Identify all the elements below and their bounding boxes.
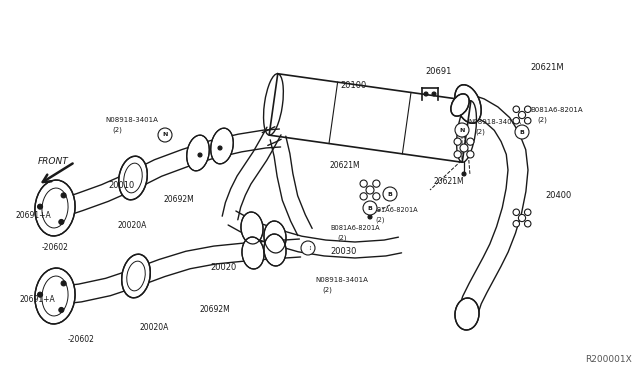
Circle shape xyxy=(454,138,461,145)
Circle shape xyxy=(525,118,531,124)
Circle shape xyxy=(467,151,474,158)
Circle shape xyxy=(368,215,372,219)
Circle shape xyxy=(61,281,66,286)
Text: 20691+A: 20691+A xyxy=(16,211,52,219)
Text: B: B xyxy=(520,129,524,135)
Text: B081A6-8201A: B081A6-8201A xyxy=(330,225,380,231)
Text: (2): (2) xyxy=(112,127,122,133)
Text: (2): (2) xyxy=(375,217,385,223)
Circle shape xyxy=(515,125,529,139)
Circle shape xyxy=(59,219,64,224)
Ellipse shape xyxy=(35,268,75,324)
Circle shape xyxy=(59,307,64,312)
Ellipse shape xyxy=(455,85,481,123)
Circle shape xyxy=(372,180,380,187)
Text: (2): (2) xyxy=(537,117,547,123)
Circle shape xyxy=(383,187,397,201)
Ellipse shape xyxy=(455,298,479,330)
Circle shape xyxy=(218,146,222,150)
Circle shape xyxy=(518,214,525,222)
Circle shape xyxy=(513,209,520,215)
Text: N: N xyxy=(460,128,465,132)
Circle shape xyxy=(360,193,367,200)
Circle shape xyxy=(363,201,377,215)
Ellipse shape xyxy=(242,237,264,269)
Text: 20020A: 20020A xyxy=(140,324,170,333)
Text: N: N xyxy=(163,132,168,138)
Circle shape xyxy=(301,241,315,255)
Circle shape xyxy=(158,128,172,142)
Text: 20621M: 20621M xyxy=(530,64,564,73)
Circle shape xyxy=(454,151,461,158)
Text: 20030: 20030 xyxy=(330,247,356,257)
Text: B081A6-8201A: B081A6-8201A xyxy=(368,207,418,213)
Ellipse shape xyxy=(35,180,75,236)
Text: (2): (2) xyxy=(475,129,485,135)
Circle shape xyxy=(525,209,531,215)
Circle shape xyxy=(432,92,436,96)
Circle shape xyxy=(455,123,469,137)
Text: B: B xyxy=(388,192,392,196)
Text: N08918-3401A: N08918-3401A xyxy=(468,119,521,125)
Text: FRONT: FRONT xyxy=(38,157,68,167)
Text: B: B xyxy=(367,205,372,211)
Text: (2): (2) xyxy=(337,235,346,241)
Ellipse shape xyxy=(451,94,469,116)
Text: 20020A: 20020A xyxy=(118,221,147,230)
Circle shape xyxy=(518,111,525,119)
Circle shape xyxy=(424,92,428,96)
Circle shape xyxy=(460,144,468,152)
Text: -20602: -20602 xyxy=(68,336,95,344)
Text: -20602: -20602 xyxy=(42,244,69,253)
Text: 20621M: 20621M xyxy=(433,177,463,186)
Text: 20691+A: 20691+A xyxy=(20,295,56,305)
Text: N08918-3401A: N08918-3401A xyxy=(315,277,368,283)
Ellipse shape xyxy=(241,212,263,244)
Text: 20010: 20010 xyxy=(108,180,134,189)
Ellipse shape xyxy=(118,156,147,200)
Text: 20692M: 20692M xyxy=(163,196,194,205)
Text: 20100: 20100 xyxy=(340,80,366,90)
Circle shape xyxy=(513,106,520,112)
Text: B081A6-8201A: B081A6-8201A xyxy=(530,107,582,113)
Text: N: N xyxy=(305,246,310,250)
Text: 20691: 20691 xyxy=(425,67,451,77)
Ellipse shape xyxy=(122,254,150,298)
Circle shape xyxy=(513,221,520,227)
Circle shape xyxy=(306,246,310,250)
Text: (2): (2) xyxy=(322,287,332,293)
Text: 20621M: 20621M xyxy=(330,160,360,170)
Circle shape xyxy=(525,106,531,112)
Circle shape xyxy=(366,186,374,194)
Text: R200001X: R200001X xyxy=(585,355,632,364)
Circle shape xyxy=(372,193,380,200)
Circle shape xyxy=(513,118,520,124)
Circle shape xyxy=(360,180,367,187)
Circle shape xyxy=(525,221,531,227)
Circle shape xyxy=(38,292,42,297)
Circle shape xyxy=(462,172,466,176)
Circle shape xyxy=(198,153,202,157)
Text: 20692M: 20692M xyxy=(200,305,231,314)
Text: 20400: 20400 xyxy=(545,190,572,199)
Ellipse shape xyxy=(264,234,286,266)
Circle shape xyxy=(38,204,42,209)
Circle shape xyxy=(61,193,66,198)
Ellipse shape xyxy=(264,221,286,253)
Ellipse shape xyxy=(211,128,233,164)
Ellipse shape xyxy=(187,135,209,171)
Text: N08918-3401A: N08918-3401A xyxy=(105,117,158,123)
Circle shape xyxy=(467,138,474,145)
Text: 20020: 20020 xyxy=(210,263,236,273)
